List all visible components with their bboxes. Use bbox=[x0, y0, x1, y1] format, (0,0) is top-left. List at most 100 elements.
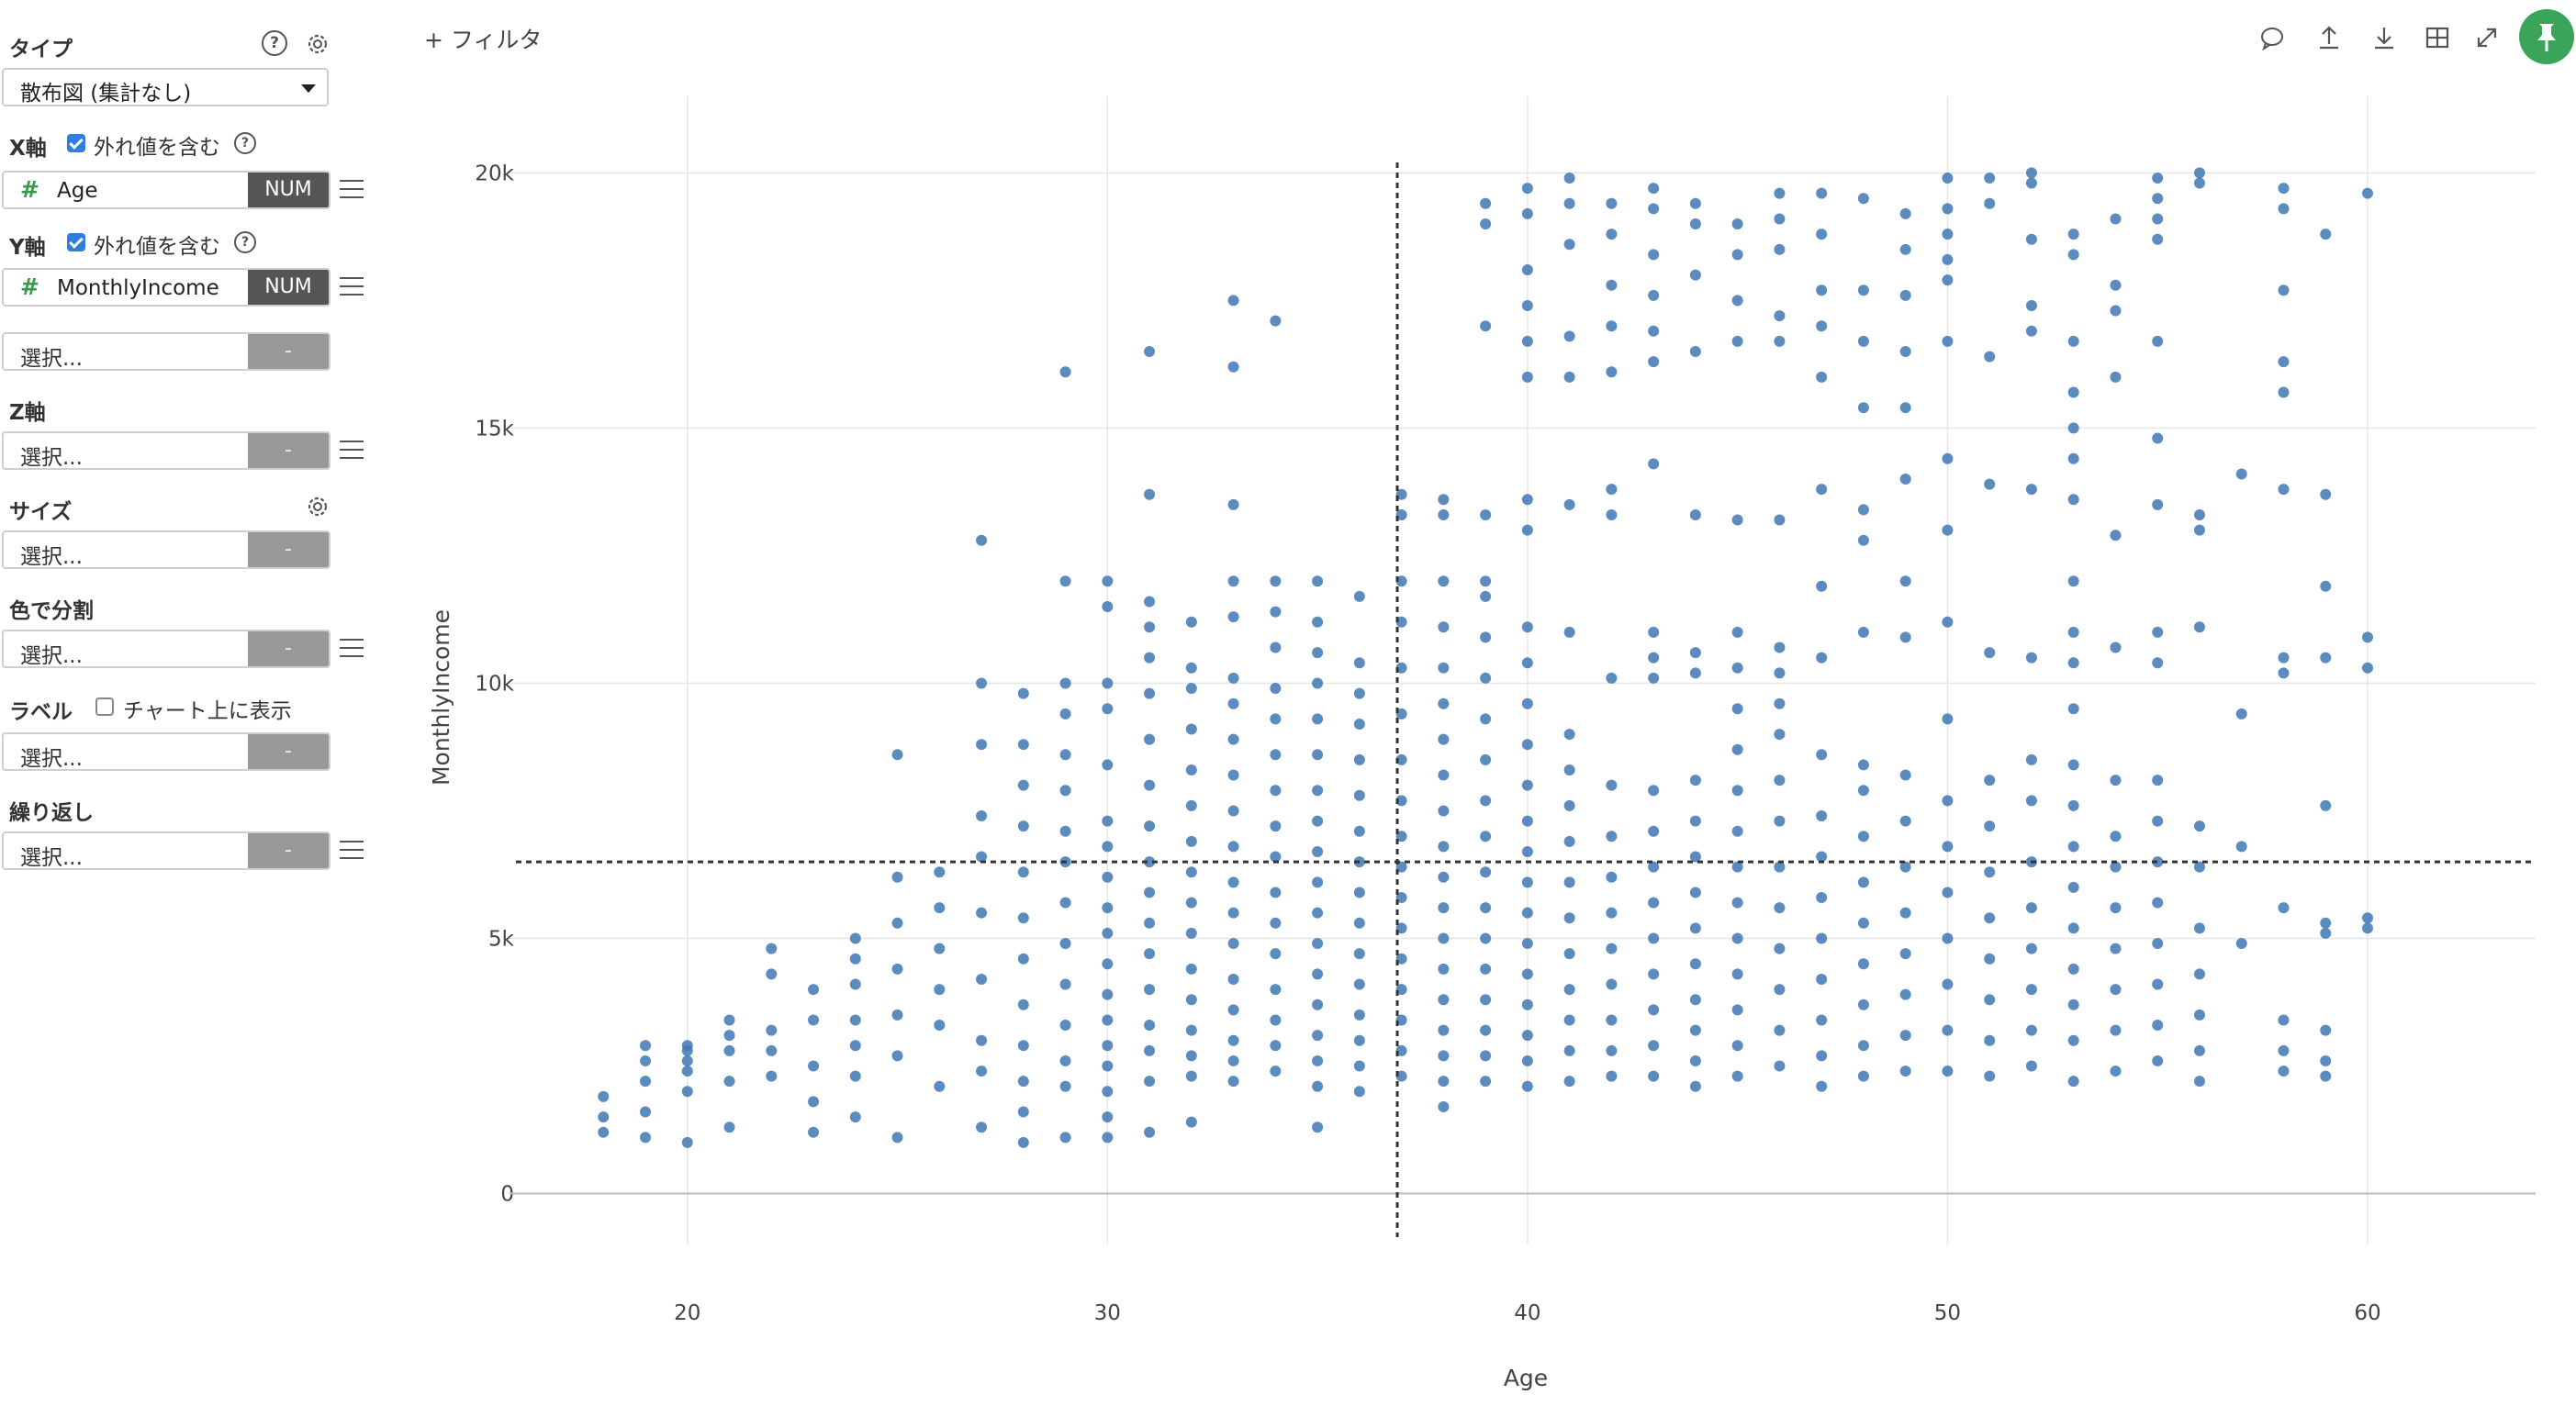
data-point bbox=[1395, 795, 1407, 807]
data-point bbox=[1563, 764, 1575, 775]
data-point bbox=[2025, 233, 2037, 245]
data-point bbox=[681, 1054, 693, 1066]
x-axis-label: X軸 bbox=[9, 137, 47, 161]
label-show-checkbox[interactable] bbox=[95, 697, 114, 716]
data-point bbox=[1438, 841, 1450, 853]
data-point bbox=[1521, 938, 1533, 950]
data-point bbox=[2110, 279, 2122, 291]
x-axis-title: Age bbox=[1504, 1365, 1548, 1391]
menu-icon[interactable] bbox=[340, 277, 364, 297]
data-point bbox=[1984, 351, 1996, 363]
download-icon[interactable] bbox=[2370, 24, 2398, 51]
data-point bbox=[1017, 953, 1029, 965]
data-point bbox=[1606, 197, 1618, 209]
data-point bbox=[2025, 325, 2037, 337]
data-point bbox=[1857, 831, 1869, 842]
x-outlier-checkbox[interactable] bbox=[67, 134, 85, 152]
data-point bbox=[1227, 1034, 1239, 1046]
menu-icon[interactable] bbox=[340, 180, 364, 200]
y-outlier-checkbox[interactable] bbox=[67, 233, 85, 251]
data-point bbox=[2067, 759, 2079, 771]
axis-ticks: 20 30 40 50 60 0 5k 10k 15k 20k bbox=[475, 162, 2380, 1325]
pin-button[interactable] bbox=[2519, 9, 2574, 64]
color-type-tag[interactable]: - bbox=[248, 631, 329, 666]
data-point bbox=[1774, 1024, 1786, 1036]
x-field-type-tag[interactable]: NUM bbox=[248, 173, 329, 207]
data-point bbox=[1857, 335, 1869, 347]
data-point bbox=[1942, 172, 1954, 184]
size-field[interactable]: 選択... - bbox=[2, 530, 330, 569]
data-point bbox=[1899, 243, 1911, 255]
data-point bbox=[2361, 922, 2373, 934]
menu-icon[interactable] bbox=[340, 441, 364, 461]
label-show-text: チャート上に表示 bbox=[123, 699, 292, 723]
data-point bbox=[2110, 642, 2122, 653]
data-point bbox=[1185, 1024, 1197, 1036]
data-point bbox=[1227, 611, 1239, 623]
x-tick-label: 40 bbox=[1514, 1301, 1540, 1325]
data-point bbox=[1312, 999, 1324, 1010]
data-point bbox=[1270, 575, 1282, 587]
data-point bbox=[1606, 978, 1618, 990]
gear-icon[interactable] bbox=[305, 31, 330, 57]
data-point bbox=[1102, 1014, 1114, 1026]
data-point bbox=[1984, 775, 1996, 787]
data-point bbox=[1102, 703, 1114, 715]
upload-icon[interactable] bbox=[2315, 24, 2343, 51]
data-point bbox=[1563, 984, 1575, 996]
data-point bbox=[1689, 346, 1701, 358]
add-filter-button[interactable]: + フィルタ bbox=[424, 27, 543, 53]
data-point bbox=[2361, 631, 2373, 643]
data-point bbox=[1606, 907, 1618, 919]
data-point bbox=[1353, 917, 1365, 929]
data-point bbox=[1606, 229, 1618, 240]
data-point bbox=[1144, 488, 1156, 500]
y2-type-tag[interactable]: - bbox=[248, 334, 329, 369]
comment-icon[interactable] bbox=[2258, 24, 2286, 51]
number-type-icon: # bbox=[20, 176, 39, 203]
data-point bbox=[2278, 1014, 2290, 1026]
z-axis-field[interactable]: 選択... - bbox=[2, 431, 330, 470]
data-point bbox=[1480, 590, 1492, 602]
size-type-tag[interactable]: - bbox=[248, 532, 329, 567]
gear-icon[interactable] bbox=[305, 494, 330, 519]
help-icon[interactable]: ? bbox=[262, 30, 287, 56]
chevron-down-icon bbox=[301, 84, 316, 93]
data-point bbox=[1185, 723, 1197, 735]
data-point bbox=[2320, 1054, 2332, 1066]
data-point bbox=[1270, 315, 1282, 327]
data-point bbox=[1438, 871, 1450, 883]
y-field-type-tag[interactable]: NUM bbox=[248, 270, 329, 305]
y-axis-field[interactable]: # MonthlyIncome NUM bbox=[2, 268, 330, 307]
data-point bbox=[1438, 1050, 1450, 1062]
menu-icon[interactable] bbox=[340, 639, 364, 659]
expand-icon[interactable] bbox=[2473, 24, 2501, 51]
label-type-tag[interactable]: - bbox=[248, 734, 329, 769]
data-point bbox=[1102, 1060, 1114, 1072]
data-point bbox=[1731, 1070, 1743, 1082]
label-field[interactable]: 選択... - bbox=[2, 732, 330, 771]
help-icon[interactable]: ? bbox=[234, 132, 256, 154]
repeat-field[interactable]: 選択... - bbox=[2, 831, 330, 870]
data-point bbox=[1816, 484, 1828, 496]
grid-icon[interactable] bbox=[2424, 24, 2451, 51]
data-point bbox=[1480, 795, 1492, 807]
repeat-type-tag[interactable]: - bbox=[248, 833, 329, 868]
data-point bbox=[1353, 789, 1365, 801]
x-axis-field[interactable]: # Age NUM bbox=[2, 171, 330, 209]
y2-axis-field[interactable]: 選択... - bbox=[2, 332, 330, 371]
help-icon[interactable]: ? bbox=[234, 231, 256, 253]
data-point bbox=[1689, 218, 1701, 230]
data-point bbox=[598, 1126, 610, 1138]
chart-type-select[interactable]: 散布図 (集計なし) bbox=[2, 68, 329, 106]
data-point bbox=[1059, 785, 1071, 797]
color-split-field[interactable]: 選択... - bbox=[2, 630, 330, 668]
menu-icon[interactable] bbox=[340, 841, 364, 861]
z-type-tag[interactable]: - bbox=[248, 433, 329, 468]
data-point bbox=[1731, 514, 1743, 526]
data-point bbox=[2110, 530, 2122, 541]
data-point bbox=[1857, 285, 1869, 296]
chart-settings-sidebar: タイプ ? 散布図 (集計なし) X軸 外れ値を含む ? # Age NUM Y… bbox=[0, 0, 395, 1417]
data-point bbox=[1270, 683, 1282, 695]
